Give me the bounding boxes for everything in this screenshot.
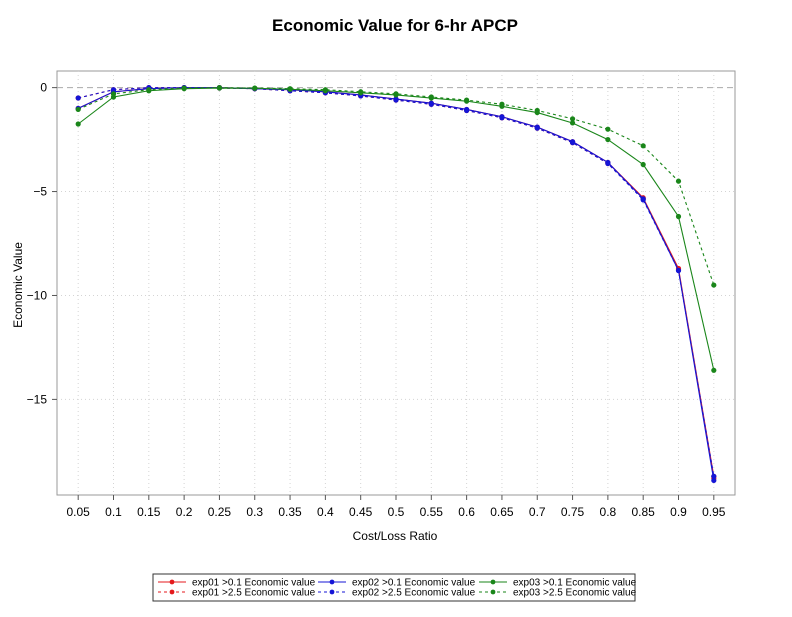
- data-point: [393, 97, 399, 103]
- y-axis-label: Economic Value: [11, 242, 25, 328]
- data-point: [569, 140, 576, 146]
- data-point: [110, 91, 117, 97]
- data-point: [640, 161, 646, 168]
- axes: 0.05 0.1 0.15 0.2 0.25 0.3 0.35 0.4 0.45 0.5 0.55 0…: [27, 81, 726, 519]
- x-tick-label: 0.55: [420, 505, 444, 519]
- x-tick-label: 0.45: [349, 505, 373, 519]
- x-tick-label: 0.85: [632, 505, 656, 519]
- legend-box: [152, 573, 636, 602]
- data-point: [428, 94, 434, 100]
- series-line: [77, 87, 715, 477]
- data-point: [534, 125, 540, 131]
- legend-item: exp01 >2.5 Economic value: [158, 588, 316, 599]
- legend-swatch-marker: [169, 589, 175, 595]
- data-point: [393, 91, 399, 97]
- data-point: [711, 282, 717, 288]
- x-axis-label: Cost/Loss Ratio: [353, 529, 438, 543]
- y-tick-label: −10: [27, 288, 48, 302]
- data-point: [464, 97, 470, 103]
- x-tick-label: 0.4: [317, 505, 334, 519]
- x-tick-label: 0.75: [561, 505, 585, 519]
- data-point: [110, 87, 117, 93]
- x-tick-label: 0.1: [105, 505, 122, 519]
- data-point: [640, 143, 646, 149]
- legend-swatch-marker: [490, 589, 496, 595]
- series-layer: [75, 85, 717, 484]
- data-point: [322, 87, 328, 93]
- x-tick-label: 0.15: [137, 505, 161, 519]
- legend-item: exp03 >0.1 Economic value: [479, 578, 637, 589]
- legend-swatch-marker: [329, 589, 335, 595]
- chart-title: Economic Value for 6-hr APCP: [272, 16, 518, 35]
- data-point: [675, 213, 682, 220]
- data-point: [711, 477, 717, 484]
- legend-label: exp02 >2.5 Economic value: [352, 588, 476, 599]
- data-point: [499, 101, 505, 107]
- x-tick-label: 0.9: [670, 505, 687, 519]
- x-tick-label: 0.3: [246, 505, 263, 519]
- series-6: [75, 85, 717, 288]
- series-5: [75, 85, 717, 373]
- data-point: [534, 107, 540, 114]
- x-tick-label: 0.95: [702, 505, 726, 519]
- data-point: [711, 473, 717, 479]
- data-point: [605, 126, 611, 132]
- data-point: [146, 87, 152, 93]
- legend-swatch-marker: [490, 579, 496, 585]
- y-tick-label: −15: [27, 392, 48, 406]
- data-point: [605, 136, 611, 143]
- data-point: [428, 101, 434, 107]
- legend-label: exp03 >0.1 Economic value: [513, 578, 637, 589]
- data-point: [499, 115, 505, 121]
- legend-swatch-marker: [169, 579, 175, 585]
- x-tick-label: 0.2: [176, 505, 193, 519]
- y-tick-label: 0: [40, 81, 47, 95]
- x-tick-label: 0.8: [600, 505, 617, 519]
- data-point: [75, 106, 81, 113]
- legend-swatch-marker: [329, 579, 335, 585]
- data-point: [75, 95, 81, 101]
- data-point: [252, 85, 258, 91]
- data-point: [181, 85, 187, 91]
- grid-lines: [57, 71, 735, 495]
- x-tick-label: 0.25: [208, 505, 232, 519]
- legend-item: exp02 >2.5 Economic value: [318, 588, 476, 599]
- data-point: [640, 197, 646, 203]
- x-tick-label: 0.65: [490, 505, 514, 519]
- x-tick-label: 0.7: [529, 505, 546, 519]
- data-point: [711, 367, 717, 373]
- x-tick-label: 0.5: [388, 505, 405, 519]
- x-tick-label: 0.05: [67, 505, 91, 519]
- data-point: [464, 107, 470, 114]
- legend-label: exp01 >0.1 Economic value: [192, 578, 316, 589]
- x-tick-label: 0.35: [278, 505, 302, 519]
- x-tick-label: 0.6: [458, 505, 475, 519]
- legend-label: exp01 >2.5 Economic value: [192, 588, 316, 599]
- data-point: [675, 267, 682, 274]
- legend-item: exp03 >2.5 Economic value: [479, 588, 637, 599]
- data-point: [216, 85, 223, 91]
- legend-label: exp02 >0.1 Economic value: [352, 578, 476, 589]
- legend-item: exp01 >0.1 Economic value: [158, 578, 316, 589]
- data-point: [358, 89, 364, 95]
- data-point: [287, 86, 293, 92]
- data-point: [75, 121, 81, 127]
- data-point: [569, 116, 576, 122]
- data-point: [605, 160, 611, 167]
- data-point: [675, 178, 682, 184]
- data-point: [569, 120, 576, 126]
- y-tick-label: −5: [33, 185, 47, 199]
- legend-label: exp03 >2.5 Economic value: [513, 588, 637, 599]
- legend-item: exp02 >0.1 Economic value: [318, 578, 476, 589]
- series-line: [78, 87, 715, 477]
